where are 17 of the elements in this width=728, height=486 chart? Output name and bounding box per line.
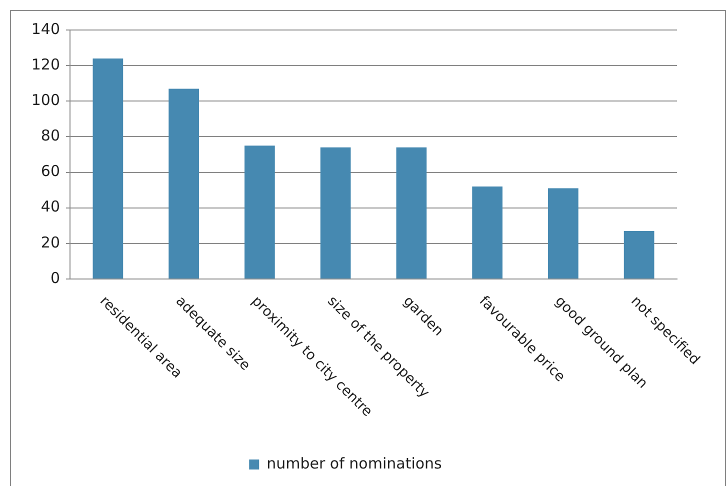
y-tick-label: 80	[40, 126, 60, 145]
bar	[472, 186, 502, 278]
bar	[92, 58, 124, 278]
bar	[320, 147, 351, 278]
bar	[624, 230, 654, 278]
legend-label: number of nominations	[266, 454, 442, 472]
y-tick-label: 140	[31, 20, 60, 38]
bar	[244, 146, 275, 278]
y-tick-label: 100	[31, 91, 60, 110]
y-tick-label: 0	[50, 268, 60, 287]
y-tick-label: 120	[31, 55, 60, 74]
y-tick-label: 60	[40, 162, 60, 180]
bar	[168, 88, 199, 278]
bar	[548, 188, 578, 278]
y-tick-label: 20	[40, 233, 60, 252]
bar	[396, 147, 427, 278]
y-tick-label: 40	[40, 198, 60, 216]
